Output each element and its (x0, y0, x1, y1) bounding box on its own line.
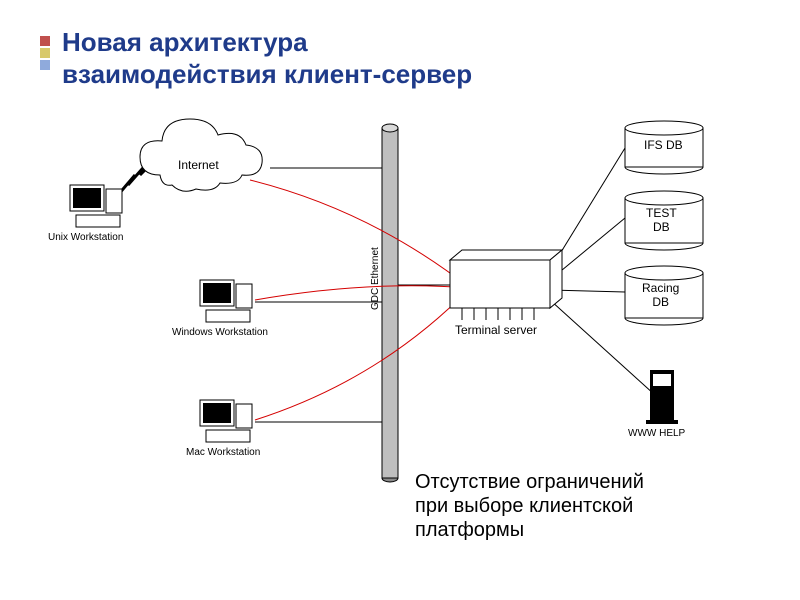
mac-label: Mac Workstation (186, 447, 260, 458)
diagram-canvas (0, 0, 800, 600)
subtitle-text: Отсутствие ограничений при выборе клиент… (415, 470, 644, 542)
edges-red (250, 180, 473, 420)
unix-label: Unix Workstation (48, 232, 123, 243)
windows-label: Windows Workstation (172, 327, 268, 338)
mac-workstation-icon (200, 400, 252, 442)
ifs-label: IFS DB (644, 138, 683, 152)
ethernet-bar (382, 124, 398, 482)
racing-label: Racing DB (642, 281, 679, 309)
internet-cloud-icon (140, 119, 262, 191)
terminal-label: Terminal server (455, 323, 537, 337)
www-help-icon (646, 370, 678, 424)
unix-workstation-icon (70, 185, 122, 227)
test-label: TEST DB (646, 206, 677, 234)
windows-workstation-icon (200, 280, 252, 322)
ethernet-label: GDC Ethernet (370, 247, 381, 310)
internet-label: Internet (178, 158, 219, 172)
www-label: WWW HELP (628, 428, 685, 439)
terminal-server-icon (450, 250, 562, 320)
